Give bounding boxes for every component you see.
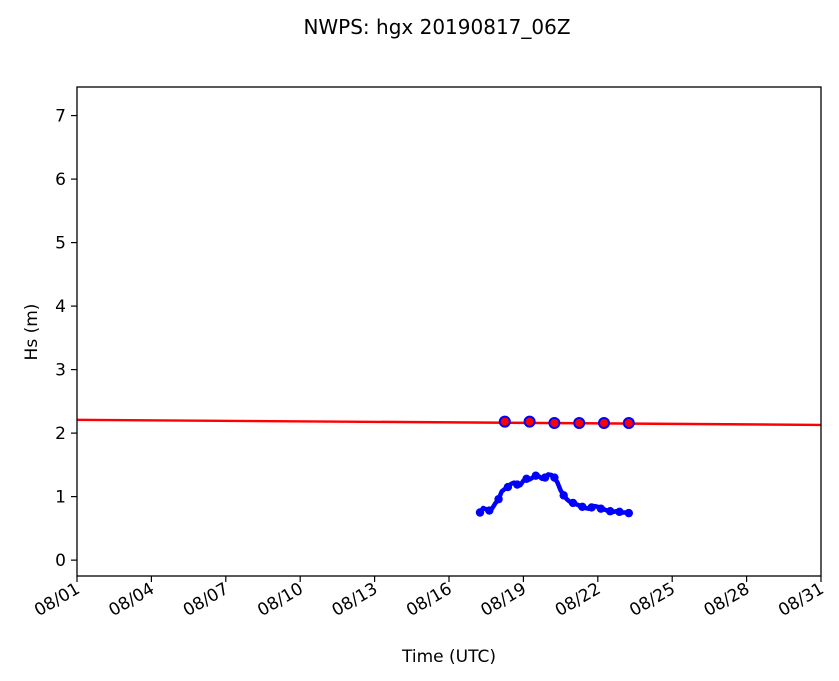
y-tick-label: 5 bbox=[55, 234, 66, 254]
observed-point bbox=[494, 494, 503, 504]
observed-point bbox=[485, 506, 494, 515]
observed-point bbox=[503, 482, 513, 492]
marker-point bbox=[573, 416, 586, 429]
y-axis: 0 1 2 3 4 5 6 7 bbox=[55, 107, 77, 571]
y-tick-label: 2 bbox=[55, 424, 66, 444]
observed-point bbox=[596, 504, 606, 513]
marker-point bbox=[622, 416, 635, 429]
y-tick-label: 6 bbox=[55, 170, 66, 190]
y-tick-label: 0 bbox=[55, 551, 66, 571]
observed-point bbox=[522, 474, 531, 484]
observed-point bbox=[615, 507, 624, 517]
y-tick-label: 4 bbox=[55, 297, 66, 317]
marker-point bbox=[523, 415, 536, 428]
y-axis-label: Hs (m) bbox=[22, 304, 42, 361]
observed-point bbox=[475, 508, 485, 517]
y-tick-label: 3 bbox=[55, 361, 66, 381]
x-axis-label: Time (UTC) bbox=[401, 647, 496, 667]
observed-point bbox=[550, 473, 559, 482]
observed-point bbox=[606, 507, 615, 516]
observed-point bbox=[531, 471, 540, 480]
observed-point bbox=[578, 502, 587, 511]
observed-point bbox=[540, 473, 550, 482]
marker-point bbox=[548, 416, 561, 429]
observed-point bbox=[559, 491, 568, 500]
observed-point bbox=[513, 480, 522, 489]
observed-point bbox=[624, 508, 633, 518]
y-tick-label: 1 bbox=[55, 488, 66, 508]
observed-point bbox=[587, 503, 596, 512]
threshold-line bbox=[77, 418, 821, 427]
series-layer bbox=[77, 415, 821, 518]
observed-point bbox=[568, 498, 578, 508]
marker-point bbox=[598, 416, 610, 429]
marker-point bbox=[498, 415, 511, 428]
y-tick-label: 7 bbox=[55, 107, 66, 127]
chart-title: NWPS: hgx 20190817_06Z bbox=[303, 15, 570, 39]
